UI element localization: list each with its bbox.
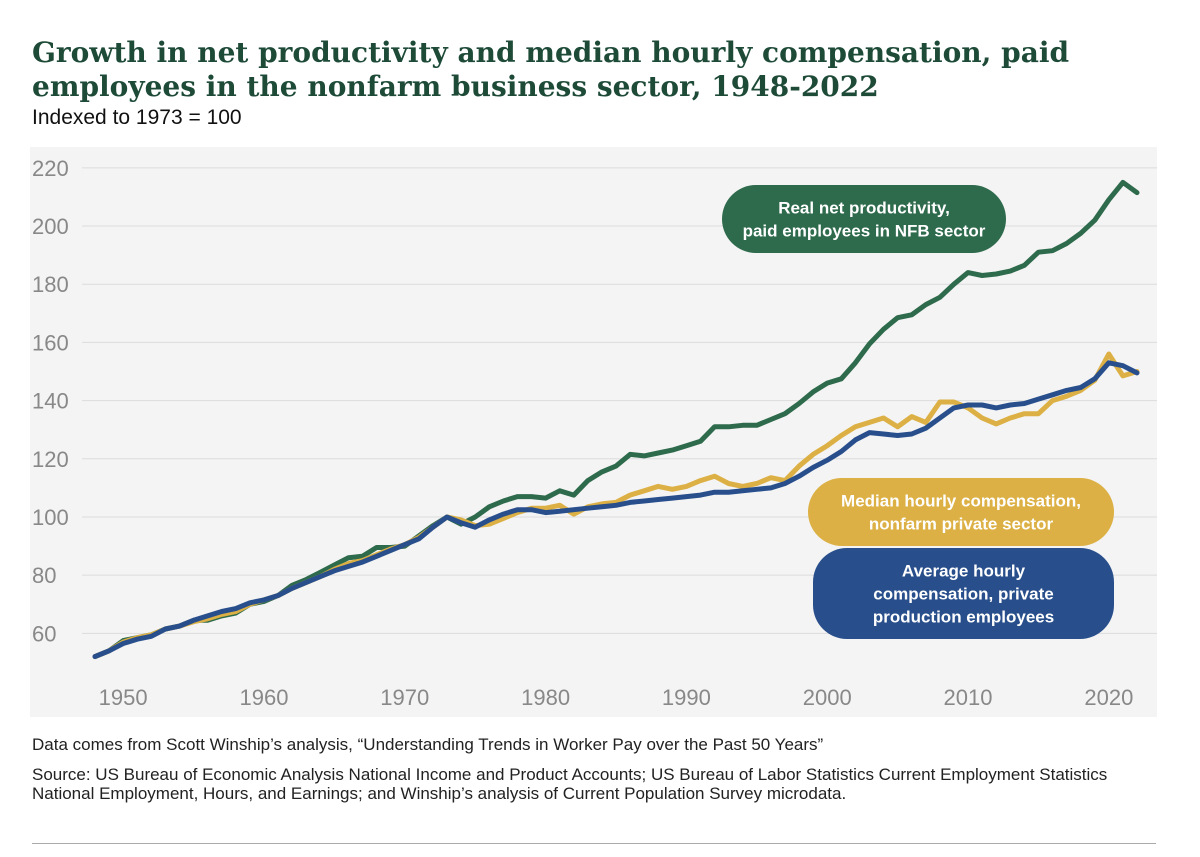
series-label-1: Real net productivity, paid employees in … <box>722 185 1006 253</box>
series-label-bubble <box>813 548 1114 639</box>
series-line-3 <box>92 360 1140 660</box>
series-label-text: compensation, private <box>873 585 1053 604</box>
x-tick-label: 1950 <box>99 685 148 710</box>
gridlines <box>82 167 1157 634</box>
y-axis: 60 80 100 120 140 160 180 200 220 <box>32 156 69 647</box>
x-axis: 1950 1960 1970 1980 1990 2000 2010 2020 <box>99 685 1134 710</box>
series-label-text: Average hourly <box>902 562 1026 581</box>
y-tick-label: 60 <box>32 621 56 646</box>
x-tick-label: 1970 <box>380 685 429 710</box>
x-tick-label: 2010 <box>944 685 993 710</box>
x-tick-label: 1990 <box>662 685 711 710</box>
divider <box>32 843 1156 844</box>
y-tick-label: 160 <box>32 330 69 355</box>
y-tick-label: 200 <box>32 214 69 239</box>
y-tick-label: 220 <box>32 156 69 181</box>
series-label-3: Average hourly compensation, private produ… <box>813 548 1114 639</box>
chart-subtitle: Indexed to 1973 = 100 <box>32 106 242 129</box>
y-tick-label: 140 <box>32 389 69 414</box>
x-tick-label: 1980 <box>521 685 570 710</box>
y-tick-label: 180 <box>32 272 69 297</box>
data-note: Data comes from Scott Winship’s analysis… <box>32 735 824 754</box>
series-lines <box>92 179 1140 660</box>
series-label-text: nonfarm private sector <box>869 515 1054 534</box>
chart-title: Growth in net productivity and median ho… <box>32 36 1070 103</box>
y-tick-label: 100 <box>32 505 69 530</box>
series-label-bubble <box>722 185 1006 253</box>
x-tick-label: 2000 <box>803 685 852 710</box>
series-label-text: Median hourly compensation, <box>841 492 1081 511</box>
source-note: Source: US Bureau of Economic Analysis N… <box>32 765 1108 803</box>
series-labels: Real net productivity, paid employees in … <box>722 185 1114 639</box>
series-label-2: Median hourly compensation, nonfarm priva… <box>808 478 1114 546</box>
series-label-bubble <box>808 478 1114 546</box>
y-tick-label: 120 <box>32 447 69 472</box>
y-tick-label: 80 <box>32 563 56 588</box>
x-tick-label: 1960 <box>239 685 288 710</box>
series-label-text: paid employees in NFB sector <box>743 222 986 241</box>
series-label-text: production employees <box>873 608 1054 627</box>
series-label-text: Real net productivity, <box>778 199 950 218</box>
x-tick-label: 2020 <box>1084 685 1133 710</box>
